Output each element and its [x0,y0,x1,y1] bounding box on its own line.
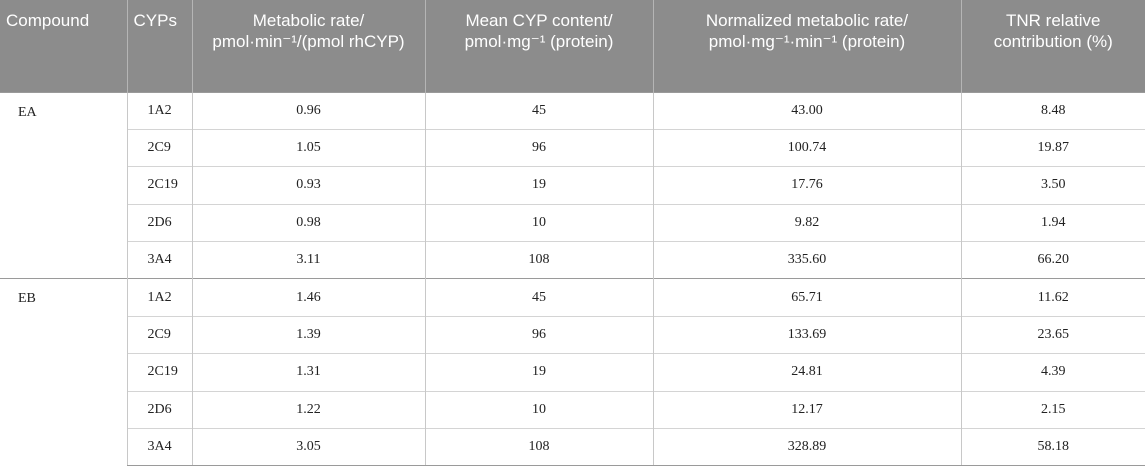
cyp-content-cell: 45 [424,278,653,317]
cyp-content-cell: 10 [424,390,653,429]
contribution-cell: 8.48 [960,91,1145,130]
cyp-cell: 2C9 [126,128,192,167]
header-normalized-rate: Normalized metabolic rate/ pmol·mg⁻¹·min… [652,0,961,92]
normalized-rate-cell: 100.74 [652,128,961,167]
header-cyps: CYPs [126,0,192,92]
cyp-cell: 2C19 [126,166,192,205]
cyp-content-cell: 19 [424,166,653,205]
contribution-cell: 19.87 [960,128,1145,167]
cyp-cell: 3A4 [126,241,192,279]
metabolic-rate-cell: 1.05 [191,128,425,167]
table-row: 2C19 0.93 19 17.76 3.50 [0,166,1145,205]
cyp-content-cell: 19 [424,353,653,392]
header-row: Compound CYPs Metabolic rate/ pmol·min⁻¹… [0,0,1145,92]
table-body: EA 1A2 0.96 45 43.00 8.48 2C9 1.05 96 10… [0,91,1145,466]
metabolic-rate-cell: 3.11 [191,241,425,279]
table-header: Compound CYPs Metabolic rate/ pmol·min⁻¹… [0,0,1145,92]
normalized-rate-cell: 335.60 [652,241,961,279]
table-row: 2C9 1.39 96 133.69 23.65 [0,315,1145,354]
cyp-content-cell: 96 [424,128,653,167]
contribution-cell: 11.62 [960,278,1145,317]
contribution-cell: 2.15 [960,390,1145,429]
cyp-cell: 2C9 [126,315,192,354]
cyp-cell: 1A2 [126,91,192,130]
metabolic-rate-cell: 1.22 [191,390,425,429]
table-row: EA 1A2 0.96 45 43.00 8.48 [0,91,1145,279]
contribution-cell: 58.18 [960,428,1145,466]
table-row: 3A4 3.05 108 328.89 58.18 [0,428,1145,466]
metabolic-rate-cell: 0.96 [191,91,425,130]
header-tnr-contribution: TNR relative contribution (%) [960,0,1145,92]
normalized-rate-cell: 12.17 [652,390,961,429]
metabolic-rate-cell: 0.93 [191,166,425,205]
compound-cell: EB [0,278,127,466]
header-metabolic-rate: Metabolic rate/ pmol·min⁻¹/(pmol rhCYP) [191,0,425,92]
metabolic-rate-cell: 3.05 [191,428,425,466]
compound-cell: EA [0,91,127,279]
cyp-content-cell: 96 [424,315,653,354]
table-row: 2C19 1.31 19 24.81 4.39 [0,353,1145,392]
normalized-rate-cell: 43.00 [652,91,961,130]
contribution-cell: 23.65 [960,315,1145,354]
table-row: 2D6 1.22 10 12.17 2.15 [0,390,1145,429]
contribution-cell: 3.50 [960,166,1145,205]
metabolic-rate-cell: 1.46 [191,278,425,317]
cyp-content-cell: 108 [424,428,653,466]
cyp-content-cell: 108 [424,241,653,279]
normalized-rate-cell: 9.82 [652,203,961,242]
metabolic-rate-cell: 1.31 [191,353,425,392]
normalized-rate-cell: 328.89 [652,428,961,466]
cyp-content-cell: 45 [424,91,653,130]
cyp-cell: 3A4 [126,428,192,466]
table-row: EB 1A2 1.46 45 65.71 11.62 [0,278,1145,466]
header-mean-cyp-content: Mean CYP content/ pmol·mg⁻¹ (protein) [424,0,653,92]
contribution-cell: 1.94 [960,203,1145,242]
cyp-cell: 1A2 [126,278,192,317]
cyp-cell: 2C19 [126,353,192,392]
cyp-cell: 2D6 [126,390,192,429]
table-row: 2D6 0.98 10 9.82 1.94 [0,203,1145,242]
normalized-rate-cell: 133.69 [652,315,961,354]
cyp-cell: 2D6 [126,203,192,242]
normalized-rate-cell: 65.71 [652,278,961,317]
cyp-content-cell: 10 [424,203,653,242]
normalized-rate-cell: 17.76 [652,166,961,205]
header-compound: Compound [0,0,127,92]
normalized-rate-cell: 24.81 [652,353,961,392]
table-row: 3A4 3.11 108 335.60 66.20 [0,241,1145,279]
contribution-cell: 4.39 [960,353,1145,392]
table-row: 2C9 1.05 96 100.74 19.87 [0,128,1145,167]
metabolic-rate-cell: 1.39 [191,315,425,354]
contribution-cell: 66.20 [960,241,1145,279]
metabolic-rate-cell: 0.98 [191,203,425,242]
